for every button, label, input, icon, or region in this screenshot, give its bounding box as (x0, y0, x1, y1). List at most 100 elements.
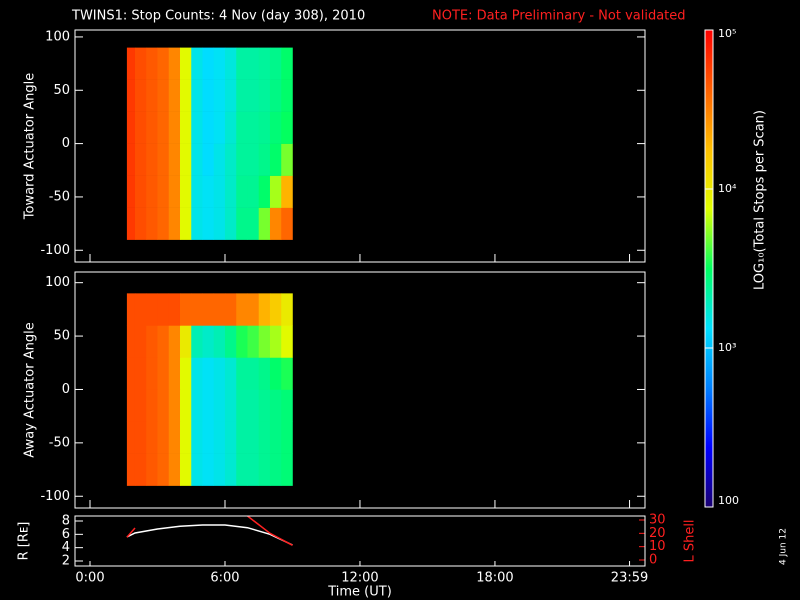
heatmap-cell (258, 47, 271, 80)
heatmap-cell (157, 175, 170, 208)
heatmap-cell (168, 389, 181, 422)
heatmap-cell (126, 111, 136, 144)
heatmap-cell (236, 421, 248, 454)
heatmap-cell (281, 175, 293, 208)
x-tick-label: 6:00 (210, 571, 239, 586)
heatmap-cell (236, 111, 248, 144)
heatmap-cell (269, 389, 282, 422)
heatmap-cell (202, 175, 215, 208)
heatmap-cell (236, 357, 248, 390)
heatmap-cell (258, 79, 271, 112)
heatmap-cell (157, 143, 170, 176)
heatmap-cell (134, 421, 147, 454)
x-tick-label: 12:00 (341, 571, 378, 586)
heatmap-cell (168, 207, 181, 240)
heatmap-cell (224, 111, 237, 144)
heatmap-cell (191, 293, 203, 326)
line-series (126, 516, 293, 546)
heatmap-cell (224, 389, 237, 422)
heatmap-cell (179, 389, 192, 422)
heatmap-cell (157, 207, 170, 240)
heatmap-cell (146, 175, 158, 208)
heatmap-cell (168, 357, 181, 390)
y-tick-label: -50 (49, 435, 70, 450)
heatmap-cell (247, 47, 260, 80)
heatmap-cell (281, 111, 293, 144)
heatmap-cell (191, 79, 203, 112)
heatmap-cell (157, 325, 170, 358)
y-axis-title: Away Actuator Angle (23, 322, 38, 457)
heatmap-cell (126, 175, 136, 208)
heatmap-cell (247, 389, 260, 422)
heatmap-cell (269, 357, 282, 390)
x-tick-label: 18:00 (476, 571, 513, 586)
heatmap-cell (258, 293, 271, 326)
heatmap-cell (269, 47, 282, 80)
y-tick-label: -50 (49, 189, 70, 204)
heatmap-cell (157, 357, 170, 390)
heatmap-cell (281, 389, 293, 422)
y2-tick-label: 10 (649, 539, 666, 554)
y2-tick-label: 20 (649, 526, 666, 541)
y-tick-label: 50 (53, 83, 70, 98)
heatmap-cell (281, 47, 293, 80)
note: NOTE: Data Preliminary - Not validated (432, 9, 686, 24)
heatmap-cell (247, 175, 260, 208)
heatmap-cell (134, 293, 147, 326)
heatmap-cell (179, 111, 192, 144)
heatmap-cell (157, 47, 170, 80)
x-tick-label: 0:00 (75, 571, 104, 586)
title: TWINS1: Stop Counts: 4 Nov (day 308), 20… (71, 9, 365, 24)
heatmap-cell (258, 325, 271, 358)
heatmap-cell (213, 357, 226, 390)
heatmap-cell (236, 207, 248, 240)
heatmap-cell (157, 453, 170, 486)
heatmap-cell (224, 421, 237, 454)
heatmap-cell (213, 453, 226, 486)
colorbar-title: LOG₁₀(Total Stops per Scan) (753, 110, 768, 290)
heatmap-cell (213, 47, 226, 80)
heatmap-cell (168, 79, 181, 112)
heatmap-cell (247, 143, 260, 176)
heatmap-cell (126, 389, 136, 422)
heatmap-cell (179, 357, 192, 390)
heatmap-cell (191, 47, 203, 80)
heatmap-cell (213, 79, 226, 112)
heatmap-cell (179, 175, 192, 208)
heatmap-cell (258, 207, 271, 240)
heatmap-cell (202, 111, 215, 144)
y-axis-title: Toward Actuator Angle (23, 73, 38, 220)
heatmap-cell (236, 47, 248, 80)
heatmap-cell (179, 143, 192, 176)
heatmap-cell (224, 79, 237, 112)
heatmap-cell (157, 111, 170, 144)
heatmap-cell (281, 207, 293, 240)
heatmap-cell (179, 293, 192, 326)
heatmap-cell (168, 143, 181, 176)
heatmap-cell (281, 79, 293, 112)
heatmap-cell (134, 175, 147, 208)
heatmap-cell (224, 325, 237, 358)
heatmap-cell (258, 357, 271, 390)
heatmap-cell (191, 207, 203, 240)
heatmap-cell (247, 325, 260, 358)
heatmap-cell (247, 293, 260, 326)
heatmap-cell (146, 421, 158, 454)
heatmap-cell (202, 293, 215, 326)
heatmap-cell (168, 47, 181, 80)
heatmap-cell (134, 453, 147, 486)
heatmap-cell (224, 357, 237, 390)
heatmap-cell (126, 421, 136, 454)
heatmap-cell (258, 389, 271, 422)
heatmap-cell (281, 325, 293, 358)
heatmap-cell (157, 293, 170, 326)
heatmap-cell (168, 175, 181, 208)
heatmap-cell (191, 175, 203, 208)
y-tick-label: 0 (62, 382, 70, 397)
heatmap-cell (157, 421, 170, 454)
colorbar-tick-label: 10⁵ (718, 27, 736, 40)
heatmap-cell (179, 325, 192, 358)
heatmap-cell (258, 453, 271, 486)
